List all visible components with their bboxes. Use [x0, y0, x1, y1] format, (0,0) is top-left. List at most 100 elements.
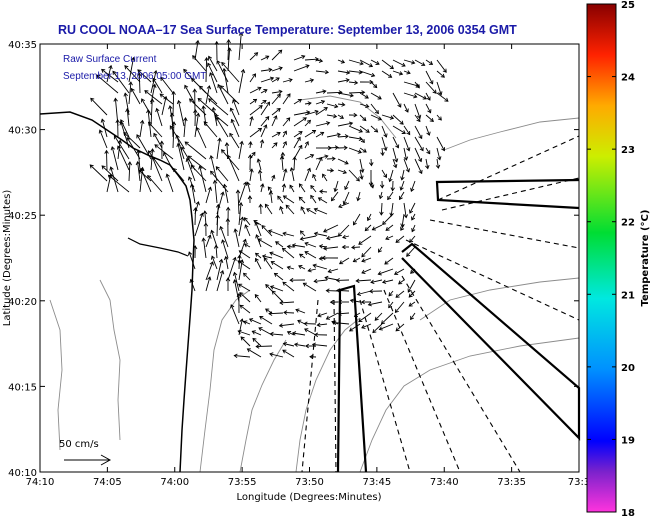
current-vector: [378, 191, 384, 200]
colorbar-tick-label: 20: [621, 363, 635, 374]
current-vector: [381, 136, 388, 152]
current-vector: [336, 288, 350, 293]
current-vector: [106, 64, 113, 83]
current-vector: [313, 207, 328, 215]
current-vector: [436, 92, 449, 102]
current-vector: [311, 342, 328, 347]
current-vector: [312, 263, 328, 270]
current-vector: [237, 283, 251, 292]
current-vector: [184, 84, 196, 105]
current-vector: [257, 169, 263, 182]
current-vector: [335, 278, 350, 283]
current-vector: [238, 201, 244, 226]
colorbar-tick-label: 19: [621, 435, 635, 446]
current-vector: [298, 183, 306, 193]
current-vector: [154, 144, 174, 160]
current-vector: [211, 106, 218, 127]
current-vector: [249, 151, 256, 160]
bathymetry-contour: [359, 337, 580, 473]
current-vector: [310, 194, 317, 204]
current-vector: [235, 189, 241, 215]
current-vector: [110, 146, 119, 171]
current-vector: [247, 154, 253, 171]
current-vector: [198, 165, 207, 193]
current-vector: [314, 332, 328, 338]
current-vector: [187, 155, 207, 171]
current-vector: [361, 246, 372, 258]
current-vector: [271, 49, 283, 61]
current-vector: [313, 231, 328, 237]
current-vector: [139, 167, 152, 193]
current-vector: [257, 238, 273, 248]
current-vector: [289, 184, 295, 193]
current-vector: [337, 299, 349, 305]
current-vector: [307, 268, 317, 273]
current-vector: [230, 118, 240, 138]
x-tick-label: 74:10: [26, 477, 55, 488]
current-vector: [238, 140, 244, 160]
current-vector: [275, 241, 284, 248]
current-vector: [271, 107, 281, 116]
current-vector: [239, 304, 251, 314]
current-vector: [395, 235, 405, 243]
current-vector: [236, 292, 242, 314]
y-tick-label: 40:15: [8, 382, 37, 393]
current-vector: [400, 224, 405, 231]
current-vector: [392, 59, 406, 67]
current-vector: [324, 275, 339, 281]
current-vector: [337, 311, 350, 316]
current-vector: [243, 243, 251, 248]
current-vector: [147, 121, 163, 138]
current-vector: [201, 237, 207, 259]
current-vector: [150, 69, 158, 94]
current-vector: [222, 67, 229, 94]
current-vector: [359, 125, 370, 133]
x-axis: 74:10 74:05 74:00 73:55 73:50 73:45 73:40 73:35…: [26, 44, 590, 488]
current-vector: [337, 102, 346, 107]
current-vector: [281, 247, 295, 259]
current-vector: [359, 92, 369, 99]
current-vector: [370, 114, 383, 121]
current-vector: [330, 191, 339, 202]
current-vector: [403, 59, 416, 65]
lane-dash: [437, 135, 580, 201]
current-vector: [273, 272, 284, 281]
current-vector: [392, 70, 404, 76]
current-vector: [403, 202, 409, 219]
current-vector: [369, 289, 383, 294]
current-vector: [367, 301, 383, 307]
current-vector: [254, 252, 262, 259]
current-vector: [192, 245, 198, 259]
current-vector: [293, 110, 311, 116]
current-vector: [393, 268, 405, 275]
current-vector: [403, 136, 411, 152]
current-vector: [304, 101, 312, 106]
current-vector: [260, 100, 267, 105]
current-vector: [249, 115, 254, 127]
current-vector: [203, 121, 218, 138]
current-vector: [381, 114, 395, 120]
current-vector: [306, 208, 317, 215]
current-vector: [359, 147, 367, 153]
current-vector: [403, 125, 411, 136]
current-vector: [270, 261, 284, 270]
current-vector: [411, 224, 416, 233]
current-vector: [176, 99, 185, 127]
chart-title: RU COOL NOAA–17 Sea Surface Temperature:…: [58, 23, 517, 37]
lane-dash: [405, 239, 580, 321]
current-vector: [90, 97, 108, 116]
current-vector: [406, 246, 416, 257]
bathymetry-contour: [299, 95, 397, 139]
current-vector: [351, 245, 361, 250]
current-vector: [260, 89, 268, 94]
x-tick-label: 73:40: [430, 477, 459, 488]
current-vector: [283, 310, 295, 315]
current-vector: [317, 312, 328, 318]
colorbar-tick-label: 22: [621, 218, 635, 229]
current-vector: [149, 98, 155, 127]
current-vector: [192, 55, 207, 72]
current-vector: [395, 290, 405, 298]
colorbar-label: Temperature (°C): [640, 210, 651, 307]
current-vector: [377, 268, 394, 276]
current-vector: [359, 158, 365, 174]
